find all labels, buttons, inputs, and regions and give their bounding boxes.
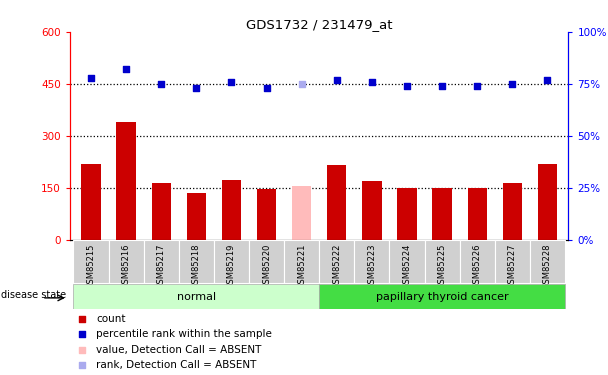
Text: GSM85221: GSM85221 [297,243,306,289]
Bar [319,284,565,309]
Text: papillary thyroid cancer: papillary thyroid cancer [376,292,508,302]
Point [367,79,377,85]
Bar [109,240,143,283]
Point [402,83,412,89]
Bar [537,164,557,240]
Point [332,77,342,83]
Point [156,81,166,87]
Point [77,362,88,368]
Point [437,83,447,89]
Text: GSM85228: GSM85228 [543,243,552,289]
Bar [81,164,101,240]
Text: GSM85218: GSM85218 [192,243,201,289]
Point [77,346,88,352]
Text: GSM85224: GSM85224 [402,243,412,289]
Bar [432,188,452,240]
Point [542,77,552,83]
Bar [530,240,565,283]
Text: GSM85226: GSM85226 [472,243,482,289]
Bar [468,188,487,240]
Point [297,81,306,87]
Text: GSM85223: GSM85223 [367,243,376,289]
Bar [503,183,522,240]
Point [261,85,271,91]
Bar [74,240,109,283]
Text: value, Detection Call = ABSENT: value, Detection Call = ABSENT [96,345,261,354]
Point [508,81,517,87]
Bar [389,240,424,283]
Point [77,316,88,322]
Bar [187,193,206,240]
Text: disease state: disease state [1,290,66,300]
Text: GSM85216: GSM85216 [122,243,131,289]
Bar [319,240,354,283]
Point [121,66,131,72]
Text: GSM85220: GSM85220 [262,243,271,289]
Text: GSM85222: GSM85222 [332,243,341,289]
Bar [354,240,389,283]
Point [192,85,201,91]
Bar [179,240,214,283]
Text: GSM85215: GSM85215 [86,243,95,289]
Point [227,79,237,85]
Bar [424,240,460,283]
Text: GSM85217: GSM85217 [157,243,166,289]
Bar [143,240,179,283]
Bar [397,188,416,240]
Bar [327,165,347,240]
Text: rank, Detection Call = ABSENT: rank, Detection Call = ABSENT [96,360,257,370]
Bar [74,284,319,309]
Bar [214,240,249,283]
Bar [292,186,311,240]
Text: normal: normal [177,292,216,302]
Text: percentile rank within the sample: percentile rank within the sample [96,329,272,339]
Bar [460,240,495,283]
Bar [222,180,241,240]
Bar [151,183,171,240]
Text: count: count [96,314,126,324]
Bar [117,122,136,240]
Title: GDS1732 / 231479_at: GDS1732 / 231479_at [246,18,392,31]
Bar [249,240,284,283]
Text: GSM85225: GSM85225 [438,243,447,289]
Point [472,83,482,89]
Text: GSM85227: GSM85227 [508,243,517,289]
Text: GSM85219: GSM85219 [227,243,236,289]
Point [77,331,88,337]
Bar [284,240,319,283]
Point [86,75,96,81]
Bar [495,240,530,283]
Bar [257,189,276,240]
Bar [362,181,382,240]
